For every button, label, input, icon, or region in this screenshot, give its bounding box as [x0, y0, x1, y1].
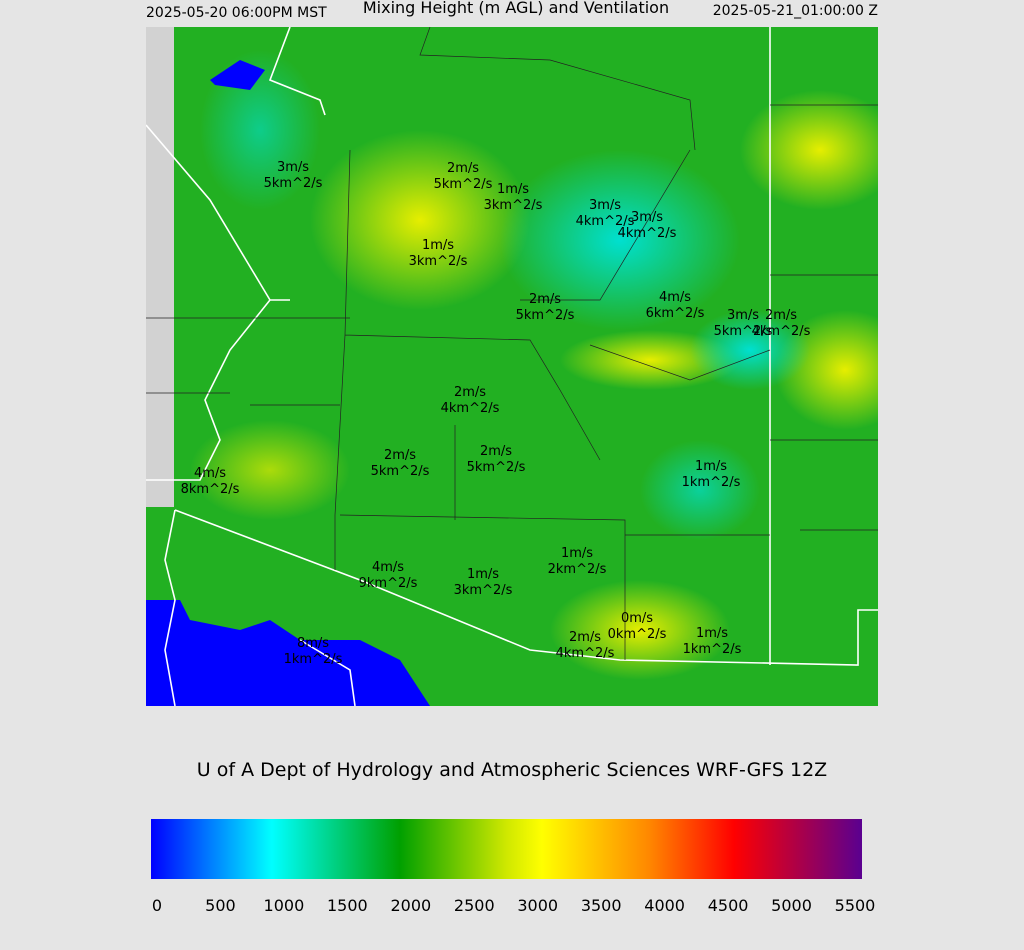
station-wind: 1m/s	[561, 546, 593, 561]
station-wind: 3m/s	[631, 210, 663, 225]
station-ventilation: 5km^2/s	[264, 176, 323, 191]
station-ventilation: 1km^2/s	[683, 642, 742, 657]
station-wind: 0m/s	[621, 611, 653, 626]
colorbar-tick-label: 500	[205, 896, 236, 915]
colorbar-tick-label: 3500	[581, 896, 622, 915]
station-wind: 2m/s	[384, 448, 416, 463]
colorbar-tick-label: 1000	[264, 896, 305, 915]
station-ventilation: 4km^2/s	[618, 226, 677, 241]
station-ventilation: 6km^2/s	[646, 306, 705, 321]
station-ventilation: 4km^2/s	[576, 214, 635, 229]
station-wind: 1m/s	[696, 626, 728, 641]
map	[146, 27, 878, 706]
colorbar-tick-label: 5500	[835, 896, 876, 915]
station-ventilation: 4km^2/s	[752, 324, 811, 339]
colorbar-ticks: 0 500 1000 1500 2000 2500 3000 3500 4000 4500 5000…	[152, 896, 876, 915]
station-ventilation: 4km^2/s	[441, 401, 500, 416]
colorbar-tick-label: 1500	[327, 896, 368, 915]
colorbar-tick-label: 4000	[644, 896, 685, 915]
station-wind: 1m/s	[422, 238, 454, 253]
valid-time-utc: 2025-05-21_01:00:00 Z	[713, 3, 878, 19]
credit: U of A Dept of Hydrology and Atmospheric…	[197, 759, 827, 781]
station-ventilation: 5km^2/s	[467, 460, 526, 475]
station-wind: 2m/s	[765, 308, 797, 323]
station-ventilation: 3km^2/s	[409, 254, 468, 269]
station-wind: 3m/s	[589, 198, 621, 213]
map-title: Mixing Height (m AGL) and Ventilation	[363, 0, 669, 17]
station-ventilation: 5km^2/s	[714, 324, 773, 339]
station-wind: 2m/s	[569, 630, 601, 645]
station-wind: 3m/s	[727, 308, 759, 323]
colorbar-tick-label: 0	[152, 896, 162, 915]
station-ventilation: 3km^2/s	[484, 198, 543, 213]
station-wind: 2m/s	[480, 444, 512, 459]
station-ventilation: 2km^2/s	[548, 562, 607, 577]
station-wind: 2m/s	[454, 385, 486, 400]
station-wind: 1m/s	[695, 459, 727, 474]
station-wind: 2m/s	[447, 161, 479, 176]
station-wind: 1m/s	[497, 182, 529, 197]
colorbar-tick-label: 3000	[517, 896, 558, 915]
station-wind: 8m/s	[297, 636, 329, 651]
station-wind: 3m/s	[277, 160, 309, 175]
colorbar-tick-label: 4500	[708, 896, 749, 915]
station-ventilation: 5km^2/s	[434, 177, 493, 192]
station-ventilation: 8km^2/s	[181, 482, 240, 497]
station-wind: 4m/s	[372, 560, 404, 575]
station-wind: 1m/s	[467, 567, 499, 582]
station-ventilation: 0km^2/s	[608, 627, 667, 642]
colorbar-tick-label: 2000	[390, 896, 431, 915]
station-ventilation: 1km^2/s	[682, 475, 741, 490]
station-wind: 4m/s	[659, 290, 691, 305]
station-ventilation: 3km^2/s	[454, 583, 513, 598]
station-wind: 2m/s	[529, 292, 561, 307]
colorbar-tick-label: 5000	[771, 896, 812, 915]
station-wind: 4m/s	[194, 466, 226, 481]
station-ventilation: 4km^2/s	[556, 646, 615, 661]
station-ventilation: 1km^2/s	[284, 652, 343, 667]
station-ventilation: 9km^2/s	[359, 576, 418, 591]
station-ventilation: 5km^2/s	[516, 308, 575, 323]
valid-time-local: 2025-05-20 06:00PM MST	[146, 5, 327, 21]
colorbar	[151, 819, 862, 879]
station-ventilation: 5km^2/s	[371, 464, 430, 479]
colorbar-tick-label: 2500	[454, 896, 495, 915]
